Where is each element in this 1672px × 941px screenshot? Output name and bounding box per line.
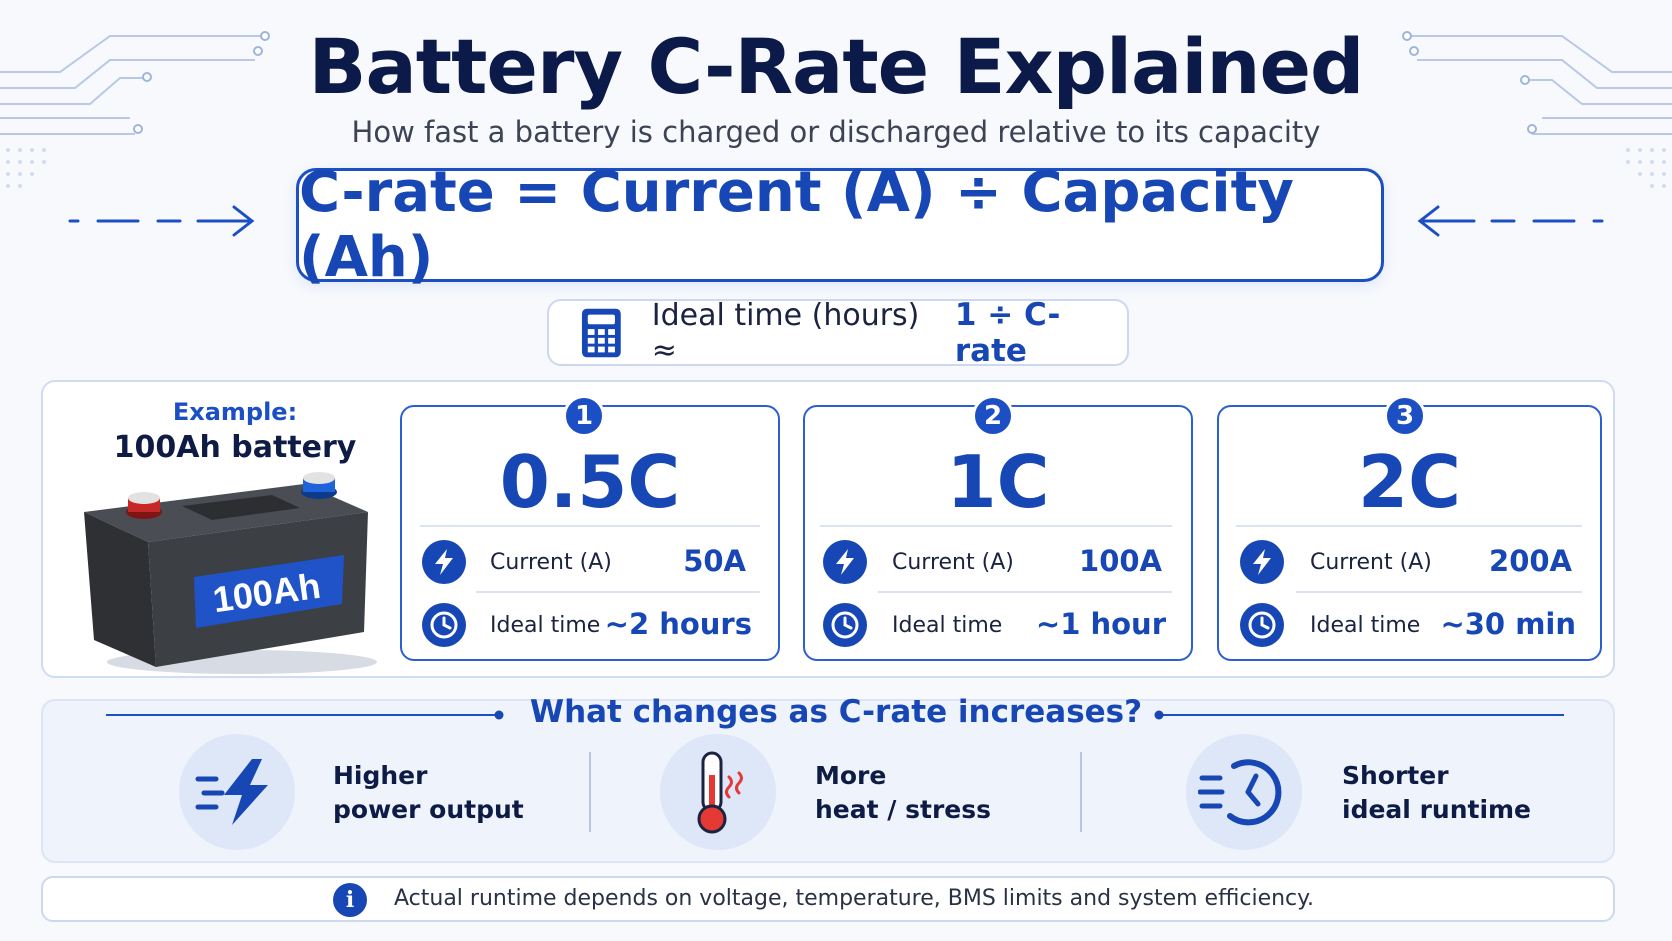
lightning-icon — [179, 734, 295, 850]
ideal-time-formula: Ideal time (hours) ≈ 1 ÷ C-rate — [547, 296, 1129, 369]
ideal-time-expression: 1 ÷ C-rate — [954, 296, 1061, 369]
thermometer-icon — [660, 734, 776, 850]
time-label: Ideal time — [490, 613, 601, 638]
card-divider — [878, 591, 1172, 593]
effect-heat: More heat / stress — [815, 759, 991, 827]
example-title: 100Ah battery — [113, 430, 357, 465]
fast-clock-icon — [1186, 734, 1302, 850]
effect-line2: power output — [333, 795, 524, 824]
effect-line1: Higher — [333, 761, 428, 790]
effect-line2: ideal runtime — [1342, 795, 1532, 824]
card-rate: 0.5C — [499, 440, 681, 524]
card-1c — [803, 405, 1193, 661]
card-divider — [1296, 591, 1582, 593]
calculator-icon — [581, 308, 621, 357]
effect-line1: Shorter — [1342, 761, 1449, 790]
clock-icon — [422, 603, 466, 647]
current-label: Current (A) — [1310, 550, 1432, 575]
changes-panel — [41, 699, 1615, 863]
card-badge: 1 — [563, 395, 605, 437]
clock-icon — [1240, 603, 1284, 647]
card-divider — [420, 525, 760, 527]
formula-box: C-rate = Current (A) ÷ Capacity (Ah) — [296, 160, 1384, 290]
footnote-text: Actual runtime depends on voltage, tempe… — [394, 886, 1315, 911]
time-value: ~30 min — [1440, 607, 1576, 641]
card-badge: 2 — [972, 395, 1014, 437]
effect-divider — [589, 752, 591, 832]
card-divider — [476, 591, 760, 593]
card-divider — [1236, 525, 1582, 527]
footnote-box — [41, 876, 1615, 922]
time-label: Ideal time — [892, 613, 1003, 638]
lightning-icon — [1240, 540, 1284, 584]
arrow-right-icon — [68, 205, 255, 237]
effect-line2: heat / stress — [815, 795, 991, 824]
info-icon: i — [333, 883, 367, 917]
circuit-decoration-right — [1402, 31, 1672, 188]
page-title: Battery C-Rate Explained — [308, 22, 1365, 111]
card-rate: 1C — [946, 440, 1050, 524]
effect-runtime: Shorter ideal runtime — [1342, 759, 1531, 827]
circuit-decoration-left — [0, 31, 270, 188]
effect-divider — [1080, 752, 1082, 832]
card-rate: 2C — [1358, 440, 1461, 524]
current-value: 50A — [683, 544, 746, 578]
time-label: Ideal time — [1310, 613, 1421, 638]
battery-illustration: 100Ah — [84, 472, 377, 674]
card-divider — [820, 525, 1172, 527]
current-label: Current (A) — [892, 550, 1014, 575]
card-badge: 3 — [1384, 395, 1426, 437]
title-divider-right — [1154, 710, 1564, 720]
arrow-left-icon — [1417, 205, 1604, 237]
lightning-icon — [823, 540, 867, 584]
current-value: 100A — [1079, 544, 1162, 578]
time-value: ~2 hours — [604, 607, 752, 641]
ideal-time-label: Ideal time (hours) ≈ — [651, 297, 920, 368]
current-value: 200A — [1489, 544, 1572, 578]
title-divider-left — [106, 710, 504, 720]
changes-title: What changes as C-rate increases? — [529, 694, 1143, 730]
example-label: Example: — [172, 398, 298, 426]
clock-icon — [823, 603, 867, 647]
page-subtitle: How fast a battery is charged or dischar… — [351, 115, 1321, 149]
time-value: ~1 hour — [1035, 607, 1166, 641]
effect-power: Higher power output — [333, 759, 524, 827]
effect-line1: More — [815, 761, 887, 790]
formula-text: C-rate = Current (A) ÷ Capacity (Ah) — [299, 160, 1294, 290]
current-label: Current (A) — [490, 550, 612, 575]
lightning-icon — [422, 540, 466, 584]
